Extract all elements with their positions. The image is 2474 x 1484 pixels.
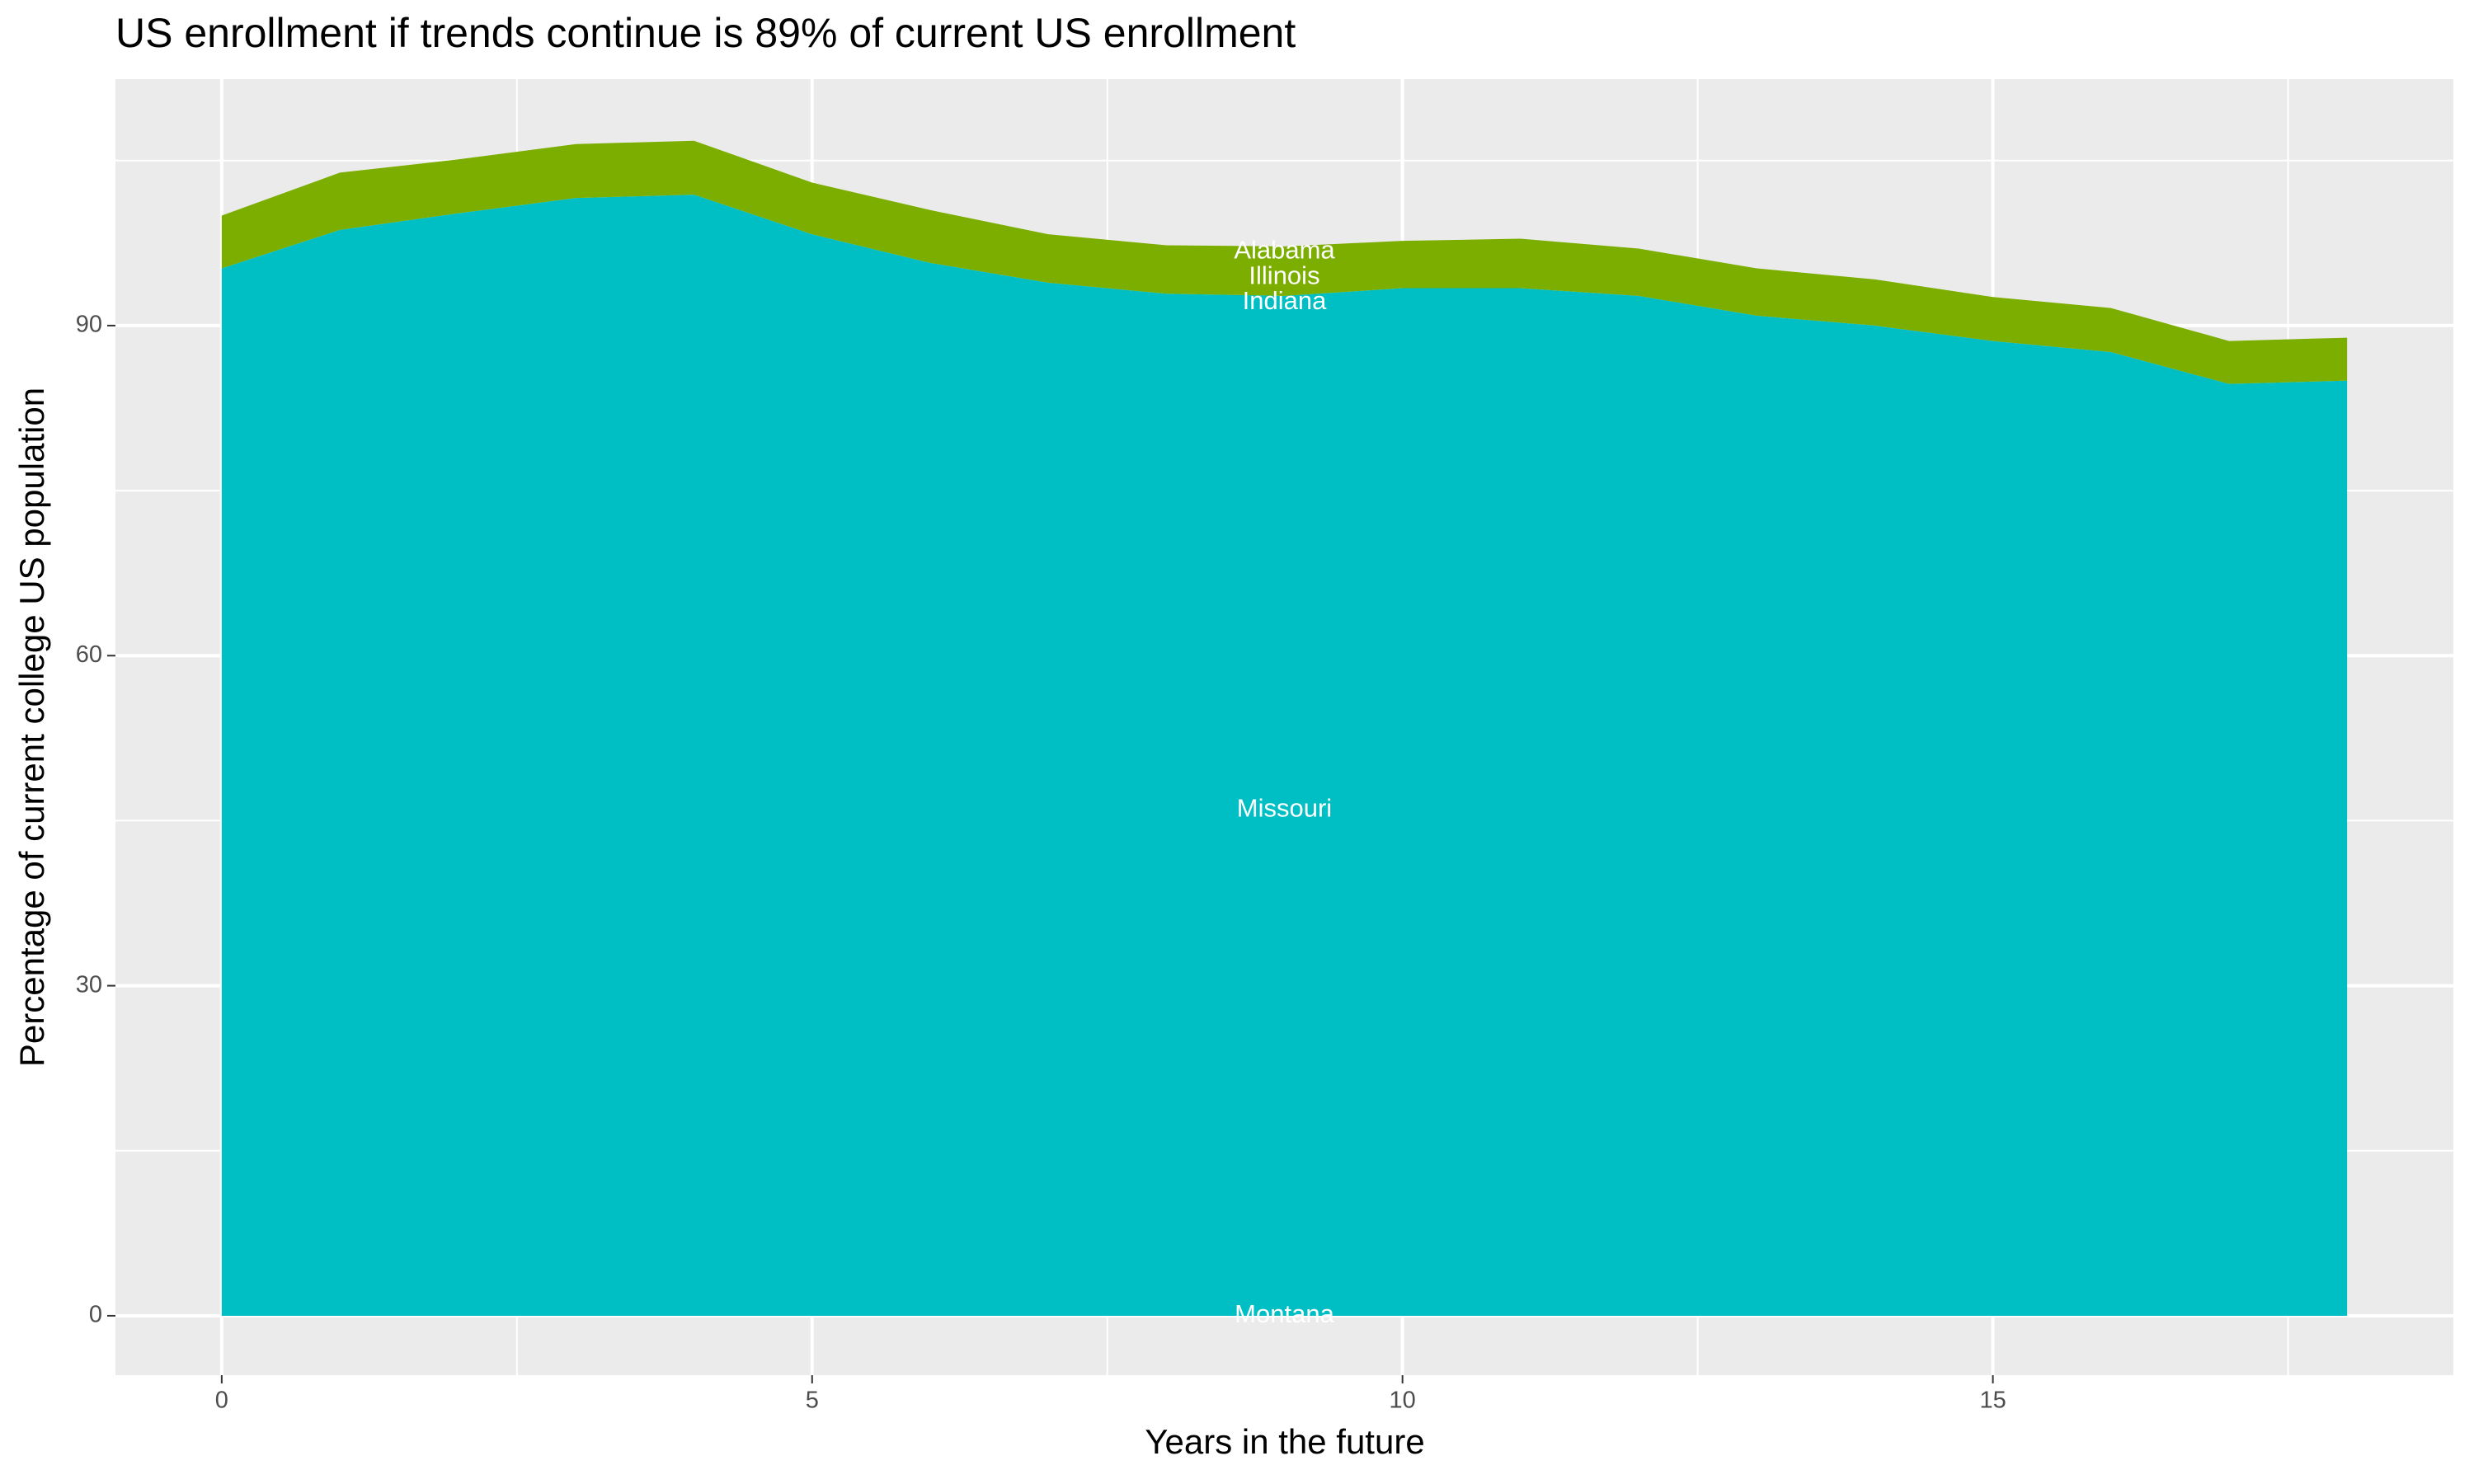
area-label: Montana bbox=[1235, 1299, 1334, 1328]
chart-title: US enrollment if trends continue is 89% … bbox=[115, 10, 1296, 56]
y-tick-label: 30 bbox=[76, 971, 102, 998]
y-tick-label: 90 bbox=[76, 312, 102, 338]
x-tick-label: 10 bbox=[1390, 1388, 1416, 1414]
x-tick-label: 15 bbox=[1979, 1388, 2006, 1414]
area-label: Alabama bbox=[1234, 236, 1335, 265]
area bbox=[221, 195, 2348, 1316]
x-tick-label: 0 bbox=[215, 1388, 228, 1414]
y-tick-label: 0 bbox=[89, 1302, 102, 1328]
x-tick-label: 5 bbox=[806, 1388, 819, 1414]
x-axis-label: Years in the future bbox=[1145, 1422, 1424, 1461]
area-label: Missouri bbox=[1237, 793, 1332, 822]
area bbox=[221, 140, 2348, 384]
y-tick-label: 60 bbox=[76, 641, 102, 668]
area-label: Indiana bbox=[1243, 286, 1327, 315]
area-label: Illinois bbox=[1249, 261, 1319, 289]
y-axis-label: Percentage of current college US populat… bbox=[12, 387, 51, 1067]
